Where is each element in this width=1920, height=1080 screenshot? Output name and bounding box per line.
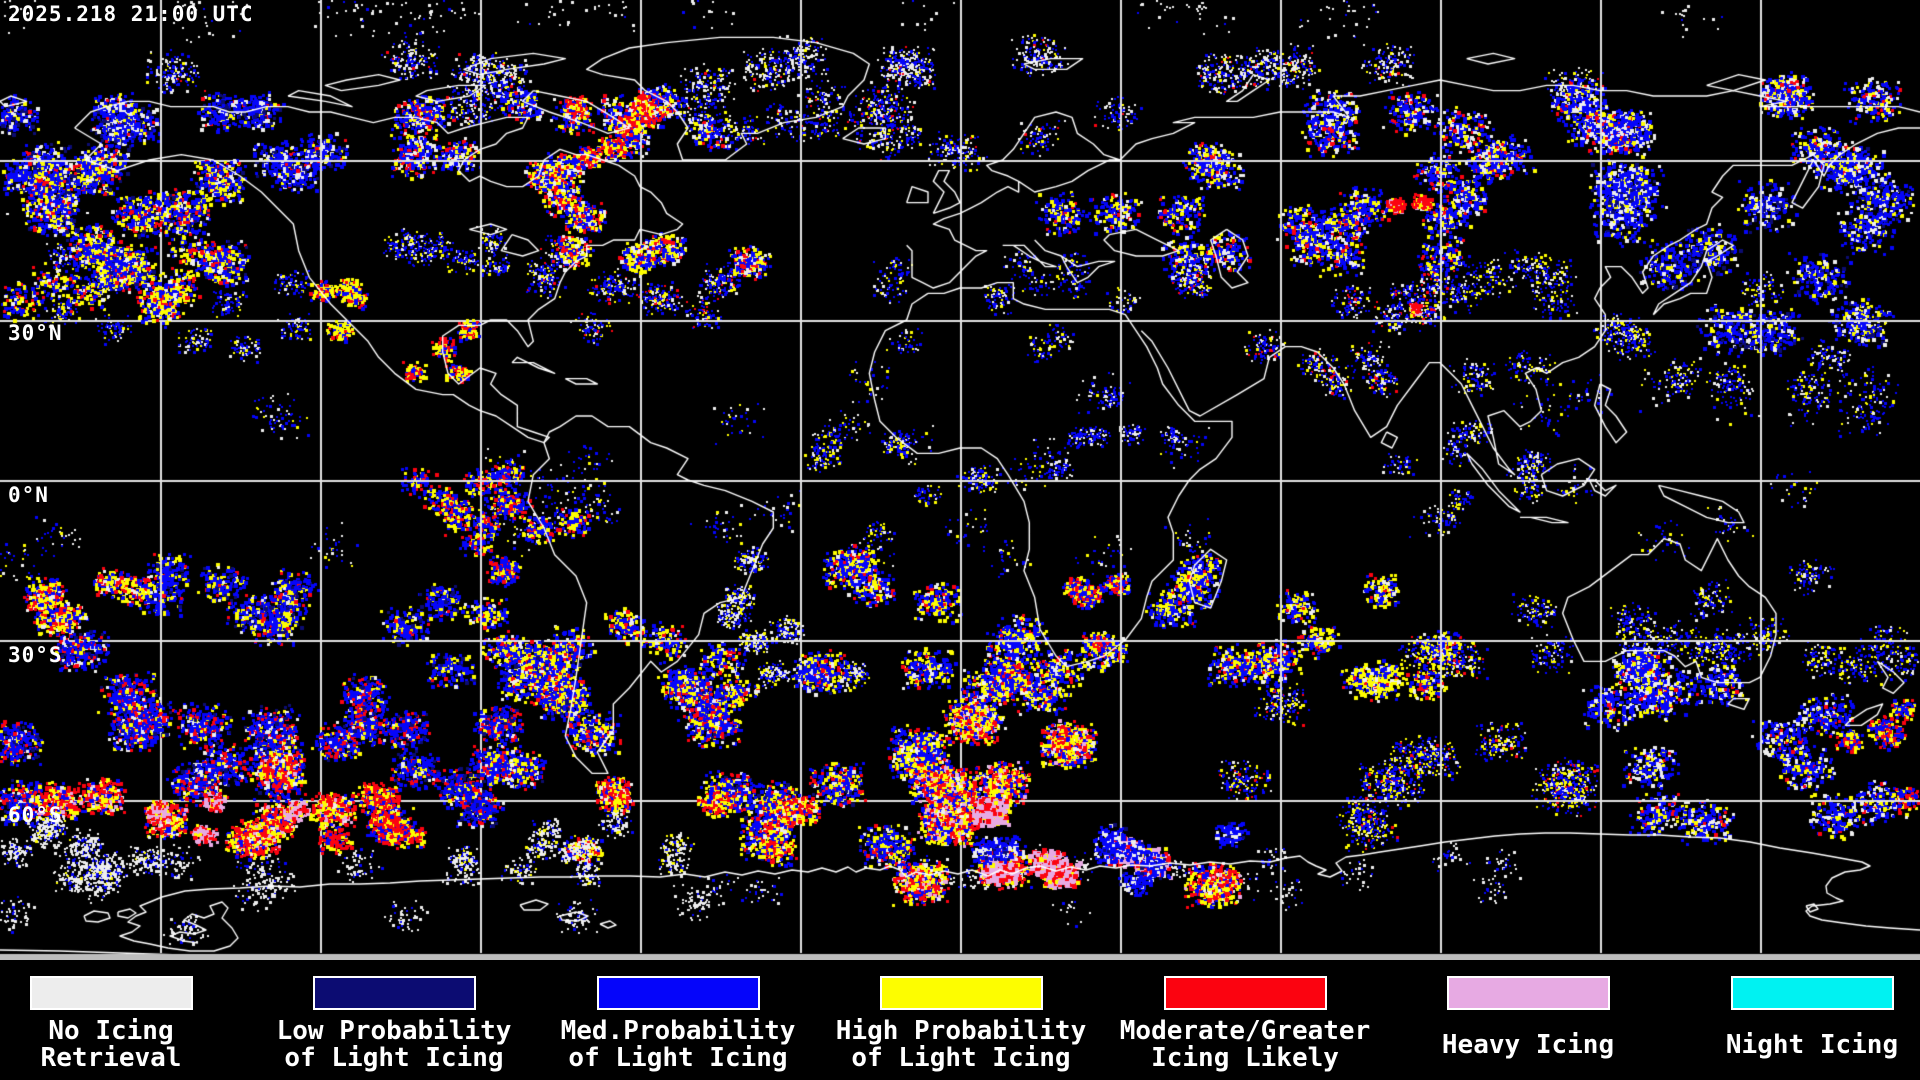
- legend-label-high-prob: High Probability of Light Icing: [835, 1016, 1087, 1073]
- legend-label-heavy: Heavy Icing: [1441, 1029, 1615, 1060]
- legend-label-moderate: Moderate/Greater Icing Likely: [1119, 1016, 1371, 1073]
- legend-label-night: Night Icing: [1725, 1029, 1899, 1060]
- icing-map-canvas: [0, 0, 1920, 960]
- latitude-label-30s: 30°S: [8, 643, 63, 667]
- latitude-label-60s: 60°S: [8, 803, 63, 827]
- legend-item-night: Night Icing: [1682, 960, 1920, 1073]
- legend-swatch-med-prob: [596, 976, 760, 1010]
- legend-label-no-icing: No Icing Retrieval: [40, 1016, 182, 1073]
- legend-item-low-prob: Low Probability of Light Icing: [264, 960, 524, 1073]
- timestamp-label: 2025.218 21:00 UTC: [8, 2, 254, 26]
- legend-item-high-prob: High Probability of Light Icing: [831, 960, 1091, 1073]
- legend-swatch-night: [1730, 976, 1894, 1010]
- latitude-label-30n: 30°N: [8, 321, 63, 345]
- legend-bar: No Icing Retrieval Low Probability of Li…: [0, 960, 1920, 1080]
- legend-item-med-prob: Med.Probability of Light Icing: [548, 960, 808, 1073]
- legend-item-moderate: Moderate/Greater Icing Likely: [1115, 960, 1375, 1073]
- legend-swatch-high-prob: [879, 976, 1043, 1010]
- legend-swatch-no-icing: [29, 976, 193, 1010]
- legend-item-heavy: Heavy Icing: [1398, 960, 1658, 1073]
- legend-swatch-low-prob: [312, 976, 476, 1010]
- legend-label-med-prob: Med.Probability of Light Icing: [560, 1016, 796, 1073]
- legend-swatch-heavy: [1446, 976, 1610, 1010]
- legend-swatch-moderate: [1163, 976, 1327, 1010]
- legend-item-no-icing: No Icing Retrieval: [0, 960, 241, 1073]
- latitude-label-0n: 0°N: [8, 483, 49, 507]
- legend-label-low-prob: Low Probability of Light Icing: [276, 1016, 512, 1073]
